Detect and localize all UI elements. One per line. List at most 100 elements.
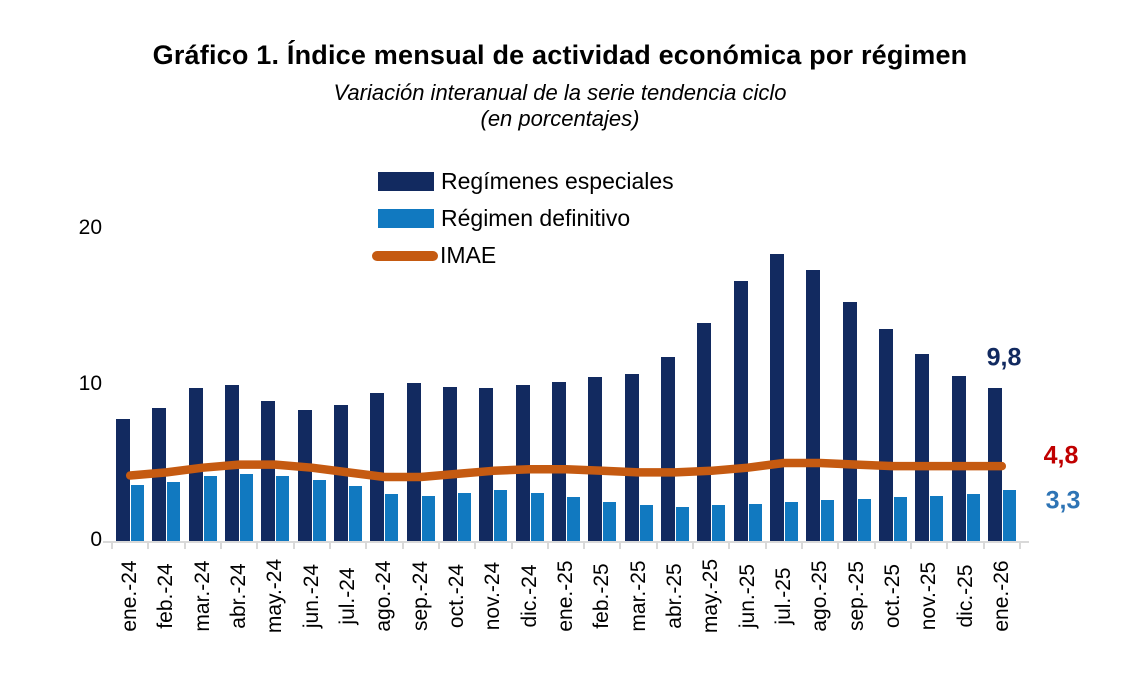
x-axis-tick-mark: [437, 543, 440, 549]
plot-area: [103, 229, 1029, 549]
x-axis-tick-mark: [365, 543, 368, 549]
x-axis-tick-mark: [328, 543, 331, 549]
bar-regimenes-especiales: [116, 419, 131, 541]
bar-regimenes-especiales: [588, 377, 603, 541]
legend-label-imae: IMAE: [440, 242, 497, 268]
data-label-imae: 4,8: [1043, 441, 1079, 470]
x-axis-label: may.-25: [699, 558, 723, 634]
x-axis-tick-mark: [655, 543, 658, 549]
bar-regimenes-especiales: [915, 353, 930, 541]
bar-regimenes-especiales: [261, 400, 276, 541]
x-axis-tick-mark: [401, 543, 404, 549]
x-axis-label: dic.-24: [517, 564, 541, 628]
data-label-regimen-definitivo: 3,3: [1045, 486, 1081, 515]
data-label-regimenes-especiales: 9,8: [986, 343, 1022, 372]
x-axis-tick-mark: [692, 543, 695, 549]
bar-regimenes-especiales: [479, 388, 494, 541]
x-axis-label: jul.-24: [336, 567, 360, 625]
x-axis-tick-mark: [474, 543, 477, 549]
x-axis-tick-mark: [292, 543, 295, 549]
x-axis-label: feb.-25: [590, 563, 614, 629]
x-axis-tick-mark: [1019, 543, 1021, 549]
x-axis-label: jun.-24: [299, 563, 323, 629]
x-axis-label: ago.-24: [372, 560, 396, 632]
x-axis-label: jul.-25: [771, 567, 795, 625]
x-axis-label: may.-24: [263, 558, 287, 634]
bar-regimen-definitivo: [494, 489, 508, 541]
bar-regimen-definitivo: [784, 502, 798, 541]
x-axis-label: sep.-25: [844, 560, 868, 632]
x-axis-label: ene.-26: [989, 560, 1013, 632]
bar-regimen-definitivo: [930, 495, 944, 541]
bar-regimen-definitivo: [276, 475, 290, 541]
x-axis-tick-mark: [256, 543, 259, 549]
legend-label-regimenes-especiales: Regímenes especiales: [441, 168, 674, 194]
chart-subtitle: Variación interanual de la serie tendenc…: [333, 80, 787, 105]
x-axis-tick-mark: [183, 543, 186, 549]
bar-regimenes-especiales: [878, 328, 893, 541]
x-axis-tick-mark: [583, 543, 586, 549]
legend-item-imae: IMAE: [372, 237, 674, 274]
bar-regimenes-especiales: [769, 254, 784, 541]
y-axis-label: 10: [78, 372, 102, 395]
bar-regimen-definitivo: [458, 492, 472, 541]
bar-regimenes-especiales: [443, 386, 458, 541]
x-axis-label: jun.-25: [735, 563, 759, 629]
x-axis-label: mar.-24: [190, 560, 214, 632]
legend-item-regimen-definitivo: Régimen definitivo: [372, 200, 674, 237]
x-axis: ene.-24 feb.-24 mar.-24 abr.-24 may.-24 jun.-…: [112, 549, 1020, 645]
bar-regimen-definitivo: [312, 480, 326, 541]
x-axis-label: nov.-25: [917, 561, 941, 631]
legend-bar-swatch-icon: [378, 172, 434, 191]
x-axis-tick-mark: [147, 543, 150, 549]
legend-label-regimen-definitivo: Régimen definitivo: [441, 205, 631, 231]
x-axis-label: nov.-24: [481, 561, 505, 631]
chart-title: Gráfico 1. Índice mensual de actividad e…: [152, 40, 968, 70]
x-axis-label: oct.-24: [445, 563, 469, 629]
bar-regimen-definitivo: [893, 497, 907, 541]
x-axis-label: ago.-25: [808, 560, 832, 632]
legend-item-regimenes-especiales: Regímenes especiales: [372, 163, 674, 200]
x-axis-tick-mark: [111, 543, 113, 549]
x-axis-label: abr.-24: [227, 563, 251, 629]
bar-regimenes-especiales: [697, 322, 712, 541]
x-axis-label: sep.-24: [408, 560, 432, 632]
x-axis-label: abr.-25: [662, 563, 686, 629]
x-axis-tick-mark: [837, 543, 840, 549]
bar-regimen-definitivo: [567, 497, 580, 541]
x-axis-tick-mark: [619, 543, 622, 549]
x-axis-label: ene.-24: [118, 560, 142, 632]
bar-regimen-definitivo: [349, 486, 363, 541]
bar-regimen-definitivo: [821, 500, 835, 541]
bar-regimenes-especiales: [552, 381, 566, 541]
bar-regimen-definitivo: [748, 503, 762, 541]
y-axis-label: 0: [90, 528, 102, 551]
x-axis-tick-mark: [946, 543, 949, 549]
x-axis-tick-mark: [801, 543, 804, 549]
bar-regimen-definitivo: [639, 505, 653, 541]
bar-regimen-definitivo: [1002, 489, 1016, 541]
legend-bar-swatch-icon: [378, 209, 434, 228]
bar-regimenes-especiales: [624, 374, 639, 541]
bar-regimenes-especiales: [370, 392, 385, 541]
bar-regimen-definitivo: [857, 498, 871, 541]
bar-regimenes-especiales: [733, 280, 748, 541]
x-axis-label: ene.-25: [554, 560, 577, 632]
bar-regimen-definitivo: [240, 473, 254, 541]
bar-regimen-definitivo: [966, 494, 980, 541]
chart-subtitle-units: (en porcentajes): [480, 106, 640, 131]
legend-line-swatch-icon: [372, 250, 438, 261]
x-axis-label: mar.-25: [626, 560, 650, 632]
bar-regimen-definitivo: [131, 484, 145, 541]
x-axis-label: feb.-24: [154, 563, 178, 629]
bar-regimenes-especiales: [515, 385, 530, 541]
bar-regimenes-especiales: [660, 356, 675, 541]
x-axis-tick-mark: [728, 543, 731, 549]
bar-regimenes-especiales: [297, 410, 312, 541]
x-axis-tick-mark: [510, 543, 513, 549]
bar-regimenes-especiales: [951, 375, 966, 541]
x-axis-tick-mark: [982, 543, 985, 549]
bar-regimen-definitivo: [203, 475, 217, 541]
bar-regimenes-especiales: [842, 302, 857, 541]
